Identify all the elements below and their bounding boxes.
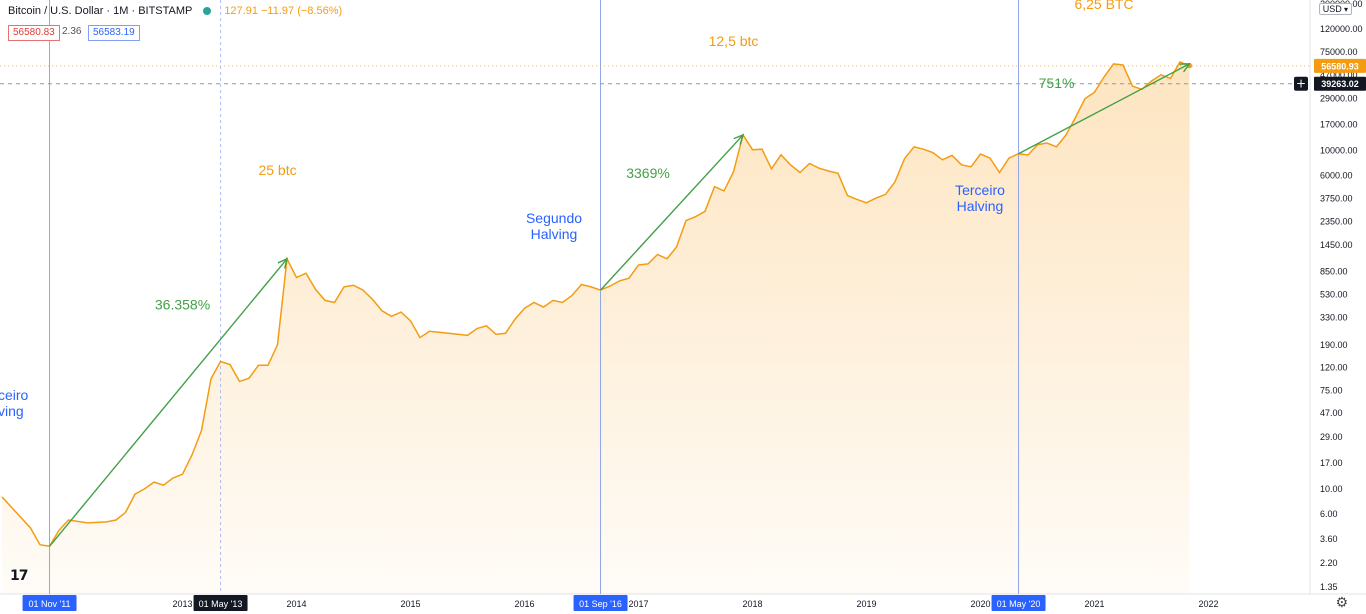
currency-selector[interactable]: USD — [1318, 3, 1352, 15]
halving-label: Halving — [957, 198, 1004, 214]
x-tick-label: 2016 — [515, 599, 535, 609]
halving-date-tag — [573, 595, 628, 611]
y-tick-label: 3.60 — [1320, 534, 1338, 544]
halving-date-tag — [22, 595, 77, 611]
y-tick-label: 330.00 — [1320, 313, 1348, 323]
block-reward-label: 6,25 BTC — [1074, 0, 1133, 12]
tradingview-logo-icon[interactable]: 17 — [10, 568, 29, 584]
y-tick-label: 75.00 — [1320, 385, 1343, 395]
trend-percent-label: 3369% — [626, 165, 670, 181]
trend-arrow-line — [48, 258, 288, 547]
y-tick-label: 47000.00 — [1320, 70, 1358, 80]
y-tick-label: 3750.00 — [1320, 194, 1353, 204]
y-tick-label: 29000.00 — [1320, 94, 1358, 104]
y-tick-label: 29.00 — [1320, 432, 1343, 442]
sell-button[interactable]: 56580.83 — [8, 25, 60, 41]
x-tick-label: 2019 — [857, 599, 877, 609]
y-tick-label: 75000.00 — [1320, 47, 1358, 57]
y-tick-label: 530.00 — [1320, 290, 1348, 300]
y-tick-label: 850.00 — [1320, 266, 1348, 276]
y-tick-label: 1450.00 — [1320, 240, 1353, 250]
x-tick-label: 2017 — [629, 599, 649, 609]
price-axis-tag — [1314, 58, 1366, 73]
price-axis-tag-label: 56580.93 — [1321, 61, 1359, 71]
y-tick-label: 6.00 — [1320, 509, 1338, 519]
trend-arrow-head — [733, 133, 745, 145]
y-tick-label: 6000.00 — [1320, 171, 1353, 181]
price-axis-tag-label: 39263.02 — [1321, 79, 1359, 89]
x-tick-label: 2020 — [971, 599, 991, 609]
trend-arrow-line — [600, 134, 744, 291]
trend-arrow-head — [277, 257, 289, 269]
halving-label: Terceiro — [955, 182, 1005, 198]
x-tick-label: 2013 — [173, 599, 193, 609]
halving-date-tag — [193, 595, 248, 611]
y-tick-label: 10.00 — [1320, 484, 1343, 494]
y-tick-label: 190.00 — [1320, 340, 1348, 350]
trend-arrow-line — [1018, 63, 1190, 155]
symbol-title[interactable]: Bitcoin / U.S. Dollar · 1M · BITSTAMP — [8, 5, 193, 17]
halving-label: Halving — [531, 226, 578, 242]
plus-circle-icon — [1294, 76, 1308, 91]
x-tick-label: 2021 — [1085, 599, 1105, 609]
trend-arrow-head — [1179, 63, 1191, 73]
halving-label: ceiro — [0, 387, 29, 403]
trend-percent-label: 36.358% — [155, 297, 210, 313]
halving-date-tag-label: 01 Nov '11 — [28, 599, 70, 609]
price-area — [2, 61, 1190, 594]
market-status-icon — [203, 7, 212, 16]
halving-date-tag-label: 01 Sep '16 — [579, 599, 622, 609]
x-tick-label: 2022 — [1199, 599, 1219, 609]
y-tick-label: 10000.00 — [1320, 146, 1358, 156]
ohlc-values: 127.91 −11.97 (−8.56%) — [224, 5, 343, 17]
y-tick-label: 2.20 — [1320, 558, 1338, 568]
x-tick-label: 2015 — [401, 599, 421, 609]
buy-button[interactable]: 56583.19 — [88, 25, 140, 41]
halving-label: Segundo — [526, 210, 582, 226]
halving-date-tag-label: 01 May '20 — [997, 599, 1041, 609]
y-tick-label: 2350.00 — [1320, 217, 1353, 227]
x-tick-label: 2014 — [287, 599, 307, 609]
y-tick-label: 1.35 — [1320, 582, 1338, 592]
price-axis-tag — [1314, 76, 1366, 91]
y-tick-label: 47.00 — [1320, 408, 1343, 418]
chart-header: Bitcoin / U.S. Dollar · 1M · BITSTAMP 12… — [8, 5, 342, 17]
y-tick-label: 120.00 — [1320, 362, 1348, 372]
price-line — [1, 60, 1190, 548]
x-tick-label: 2018 — [743, 599, 763, 609]
halving-label: ving — [0, 403, 24, 419]
plus-circle-icon-glyph: + — [1296, 77, 1306, 91]
block-reward-label: 25 btc — [258, 162, 296, 178]
spread-value: 2.36 — [62, 26, 82, 37]
y-tick-label: 17000.00 — [1320, 120, 1358, 130]
gear-icon[interactable]: ⚙ — [1335, 594, 1348, 610]
block-reward-label: 12,5 btc — [709, 33, 759, 49]
y-tick-label: 17.00 — [1320, 458, 1343, 468]
halving-date-tag — [991, 595, 1046, 611]
y-tick-label: 120000.00 — [1320, 24, 1363, 34]
trend-percent-label: 751% — [1039, 75, 1075, 91]
halving-date-tag-label: 01 May '13 — [199, 599, 243, 609]
